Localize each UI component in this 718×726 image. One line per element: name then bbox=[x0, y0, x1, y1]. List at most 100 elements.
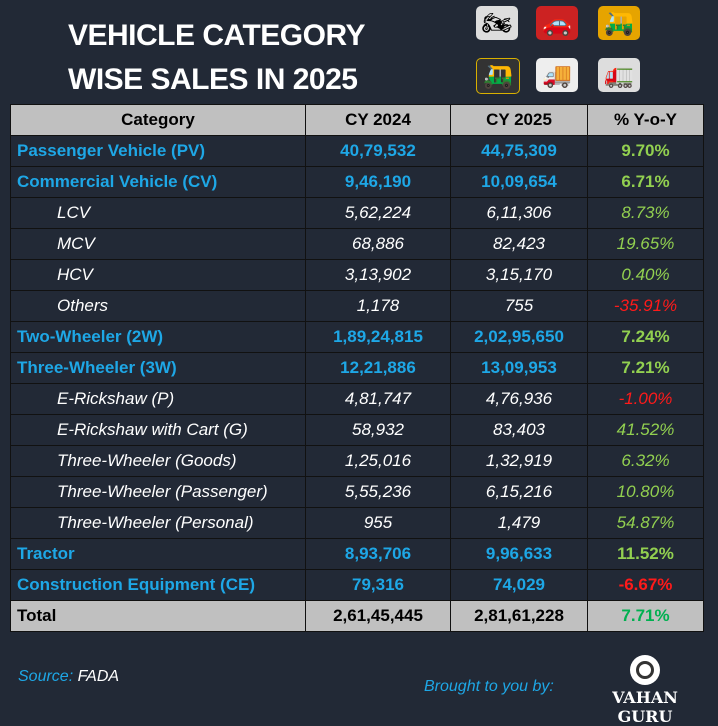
cy2025-cell: 9,96,633 bbox=[450, 538, 588, 570]
cy2024-cell: 3,13,902 bbox=[305, 259, 451, 291]
cy2024-cell: 955 bbox=[305, 507, 451, 539]
source-label: Source: bbox=[18, 668, 74, 685]
yoy-cell: 8.73% bbox=[587, 197, 704, 229]
table-row-sub: Three-Wheeler (Passenger) 5,55,236 6,15,21… bbox=[10, 476, 704, 508]
cy2025-cell: 10,09,654 bbox=[450, 166, 588, 198]
cy2024-cell: 5,55,236 bbox=[305, 476, 451, 508]
table-row-sub: Three-Wheeler (Personal) 955 1,479 54.87% bbox=[10, 507, 704, 539]
vahan-guru-logo: VAHAN GURU bbox=[584, 655, 706, 726]
cy2025-cell: 6,15,216 bbox=[450, 476, 588, 508]
cy2024-cell: 9,46,190 bbox=[305, 166, 451, 198]
table-row-main: Tractor 8,93,706 9,96,633 11.52% bbox=[10, 538, 704, 570]
cy2024-cell: 58,932 bbox=[305, 414, 451, 446]
category-cell: Three-Wheeler (Passenger) bbox=[10, 476, 306, 508]
wheel-icon bbox=[630, 655, 660, 685]
title-line-1: VEHICLE CATEGORY bbox=[68, 19, 366, 52]
cy2025-cell: 74,029 bbox=[450, 569, 588, 601]
cy2024-cell: 79,316 bbox=[305, 569, 451, 601]
cy2025-cell: 2,02,95,650 bbox=[450, 321, 588, 353]
cy2024-cell: 8,93,706 bbox=[305, 538, 451, 570]
yoy-cell: 10.80% bbox=[587, 476, 704, 508]
cy2025-cell: 3,15,170 bbox=[450, 259, 588, 291]
cy2024-cell: 40,79,532 bbox=[305, 135, 451, 167]
table-row-sub: E-Rickshaw (P) 4,81,747 4,76,936 -1.00% bbox=[10, 383, 704, 415]
cy2025-cell: 82,423 bbox=[450, 228, 588, 260]
cy2025-cell: 6,11,306 bbox=[450, 197, 588, 229]
category-cell: Construction Equipment (CE) bbox=[10, 569, 306, 601]
yoy-cell: 7.24% bbox=[587, 321, 704, 353]
cy2024-cell: 1,89,24,815 bbox=[305, 321, 451, 353]
table-header: Category CY 2024 CY 2025 % Y-o-Y bbox=[10, 104, 704, 136]
table-row-main: Commercial Vehicle (CV) 9,46,190 10,09,654… bbox=[10, 166, 704, 198]
category-cell: Two-Wheeler (2W) bbox=[10, 321, 306, 353]
category-cell: E-Rickshaw with Cart (G) bbox=[10, 414, 306, 446]
table-row-main: Three-Wheeler (3W) 12,21,886 13,09,953 7.21… bbox=[10, 352, 704, 384]
auto-rickshaw-icon: 🛺 bbox=[476, 58, 520, 94]
category-cell: Three-Wheeler (Personal) bbox=[10, 507, 306, 539]
table-row-sub: E-Rickshaw with Cart (G) 58,932 83,403 41.5… bbox=[10, 414, 704, 446]
cy2025-cell: 1,32,919 bbox=[450, 445, 588, 477]
vehicle-images: 🏍 🚗 🛺 🛺 🚚 🚛 bbox=[470, 4, 710, 100]
header-cy2024: CY 2024 bbox=[305, 104, 451, 136]
table-row-sub: MCV 68,886 82,423 19.65% bbox=[10, 228, 704, 260]
yoy-cell: -6.67% bbox=[587, 569, 704, 601]
category-cell: Passenger Vehicle (PV) bbox=[10, 135, 306, 167]
yoy-cell: -35.91% bbox=[587, 290, 704, 322]
cy2024-cell: 1,25,016 bbox=[305, 445, 451, 477]
sales-table: Category CY 2024 CY 2025 % Y-o-Y Passeng… bbox=[10, 104, 704, 632]
total-category-cell: Total bbox=[10, 600, 306, 632]
mini-truck-icon: 🚚 bbox=[536, 58, 578, 92]
yoy-cell: 0.40% bbox=[587, 259, 704, 291]
table-row-sub: Others 1,178 755 -35.91% bbox=[10, 290, 704, 322]
source-value: FADA bbox=[77, 668, 120, 685]
yoy-cell: 54.87% bbox=[587, 507, 704, 539]
category-cell: LCV bbox=[10, 197, 306, 229]
yoy-cell: 11.52% bbox=[587, 538, 704, 570]
yoy-cell: -1.00% bbox=[587, 383, 704, 415]
category-cell: Commercial Vehicle (CV) bbox=[10, 166, 306, 198]
table-row-main: Passenger Vehicle (PV) 40,79,532 44,75,309… bbox=[10, 135, 704, 167]
cy2024-cell: 4,81,747 bbox=[305, 383, 451, 415]
source-note: Source: FADA bbox=[18, 668, 119, 686]
category-cell: Three-Wheeler (Goods) bbox=[10, 445, 306, 477]
motorcycle-icon: 🏍 bbox=[476, 6, 518, 40]
cy2024-cell: 68,886 bbox=[305, 228, 451, 260]
header-yoy: % Y-o-Y bbox=[587, 104, 704, 136]
cy2025-cell: 1,479 bbox=[450, 507, 588, 539]
category-cell: Others bbox=[10, 290, 306, 322]
header-category: Category bbox=[10, 104, 306, 136]
table-row-total: Total 2,61,45,445 2,81,61,228 7.71% bbox=[10, 600, 704, 632]
total-cy2024-cell: 2,61,45,445 bbox=[305, 600, 451, 632]
title-line-2: WISE SALES IN 2025 bbox=[68, 63, 358, 96]
table-row-main: Two-Wheeler (2W) 1,89,24,815 2,02,95,650 7.… bbox=[10, 321, 704, 353]
yoy-cell: 19.65% bbox=[587, 228, 704, 260]
auto-rickshaw-goods-icon: 🛺 bbox=[598, 6, 640, 40]
page-title: VEHICLE CATEGORY WISE SALES IN 2025 bbox=[68, 14, 366, 102]
category-cell: Tractor bbox=[10, 538, 306, 570]
yoy-cell: 6.32% bbox=[587, 445, 704, 477]
cy2024-cell: 5,62,224 bbox=[305, 197, 451, 229]
cy2024-cell: 12,21,886 bbox=[305, 352, 451, 384]
table-row-main: Construction Equipment (CE) 79,316 74,029-… bbox=[10, 569, 704, 601]
table-row-sub: LCV 5,62,224 6,11,306 8.73% bbox=[10, 197, 704, 229]
yoy-cell: 6.71% bbox=[587, 166, 704, 198]
car-icon: 🚗 bbox=[536, 6, 578, 40]
category-cell: MCV bbox=[10, 228, 306, 260]
total-cy2025-cell: 2,81,61,228 bbox=[450, 600, 588, 632]
cy2025-cell: 4,76,936 bbox=[450, 383, 588, 415]
cy2025-cell: 83,403 bbox=[450, 414, 588, 446]
brought-to-you-by: Brought to you by: bbox=[424, 678, 554, 695]
cy2025-cell: 13,09,953 bbox=[450, 352, 588, 384]
category-cell: E-Rickshaw (P) bbox=[10, 383, 306, 415]
yoy-cell: 9.70% bbox=[587, 135, 704, 167]
yoy-cell: 7.21% bbox=[587, 352, 704, 384]
truck-icon: 🚛 bbox=[598, 58, 640, 92]
cy2024-cell: 1,178 bbox=[305, 290, 451, 322]
table-row-sub: HCV 3,13,902 3,15,170 0.40% bbox=[10, 259, 704, 291]
category-cell: Three-Wheeler (3W) bbox=[10, 352, 306, 384]
brand-name: VAHAN GURU bbox=[612, 688, 678, 726]
category-cell: HCV bbox=[10, 259, 306, 291]
table-row-sub: Three-Wheeler (Goods) 1,25,016 1,32,919 6.3… bbox=[10, 445, 704, 477]
cy2025-cell: 44,75,309 bbox=[450, 135, 588, 167]
yoy-cell: 41.52% bbox=[587, 414, 704, 446]
